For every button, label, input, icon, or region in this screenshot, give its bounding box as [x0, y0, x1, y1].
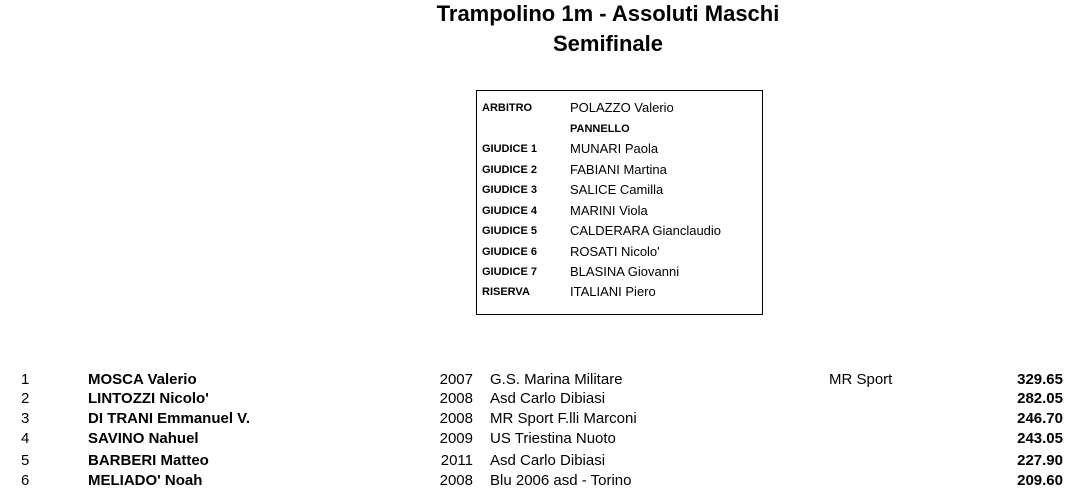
- result-name: MOSCA Valerio: [88, 371, 197, 388]
- jury-row-judge: GIUDICE 5 CALDERARA Gianclaudio: [477, 222, 762, 242]
- jury-row-panel: PANNELLO: [477, 120, 762, 140]
- page-subtitle: Semifinale: [552, 31, 664, 56]
- result-name: BARBERI Matteo: [88, 452, 209, 469]
- jury-box: ARBITRO POLAZZO Valerio PANNELLO GIUDICE…: [476, 90, 763, 315]
- result-row: 1 MOSCA Valerio 2007 G.S. Marina Militare MR…: [0, 370, 1079, 390]
- jury-row-referee: ARBITRO POLAZZO Valerio: [477, 99, 762, 119]
- jury-row-judge: GIUDICE 6 ROSATI Nicolo': [477, 243, 762, 263]
- result-club: Asd Carlo Dibiasi: [490, 390, 606, 407]
- result-club: MR Sport F.lli Marconi: [490, 410, 637, 427]
- result-year: 2011: [440, 452, 473, 469]
- result-name: MELIADO' Noah: [88, 472, 203, 489]
- jury-label: GIUDICE 6: [482, 245, 538, 258]
- result-rank: 3: [21, 410, 30, 427]
- result-year: 2009: [439, 430, 473, 447]
- result-year: 2008: [439, 472, 473, 489]
- result-row: 6 MELIADO' Noah 2008 Blu 2006 asd - Torino 2…: [0, 471, 1079, 491]
- result-row: 4 SAVINO Nahuel 2009 US Triestina Nuoto 243.…: [0, 429, 1079, 449]
- result-score: 246.70: [1017, 410, 1063, 427]
- jury-label: GIUDICE 3: [482, 184, 538, 196]
- result-name: SAVINO Nahuel: [88, 430, 199, 447]
- jury-name: POLAZZO Valerio: [570, 100, 674, 115]
- result-score: 227.90: [1017, 452, 1063, 469]
- result-name: DI TRANI Emmanuel V.: [88, 410, 250, 427]
- result-rank: 4: [21, 430, 30, 447]
- result-score: 209.60: [1017, 472, 1063, 489]
- result-rank: 2: [21, 390, 30, 407]
- result-year: 2008: [439, 390, 473, 407]
- page-title: Trampolino 1m - Assoluti Maschi: [436, 1, 780, 26]
- jury-name: FABIANI Martina: [570, 161, 667, 177]
- result-year: 2008: [439, 410, 473, 427]
- jury-label: GIUDICE 2: [482, 163, 538, 176]
- result-rank: 6: [21, 472, 30, 489]
- jury-label: ARBITRO: [482, 102, 533, 114]
- jury-row-reserve: RISERVA ITALIANI Piero: [477, 283, 762, 303]
- jury-name: BLASINA Giovanni: [570, 264, 680, 279]
- jury-row-judge: GIUDICE 3 SALICE Camilla: [477, 181, 762, 201]
- result-score: 329.65: [1017, 371, 1063, 388]
- result-row: 3 DI TRANI Emmanuel V. 2008 MR Sport F.lli …: [0, 409, 1079, 429]
- result-score: 282.05: [1017, 390, 1063, 407]
- result-rank: 5: [21, 452, 30, 469]
- jury-name: MARINI Viola: [570, 202, 648, 218]
- jury-label: GIUDICE 4: [482, 204, 538, 217]
- result-club2: MR Sport: [829, 371, 893, 388]
- result-club: Blu 2006 asd - Torino: [490, 472, 632, 489]
- jury-name: MUNARI Paola: [570, 141, 659, 156]
- jury-name: ITALIANI Piero: [570, 284, 656, 299]
- result-row: 5 BARBERI Matteo 2011 Asd Carlo Dibiasi 227.…: [0, 451, 1079, 471]
- jury-row-judge: GIUDICE 7 BLASINA Giovanni: [477, 263, 762, 283]
- result-row: 2 LINTOZZI Nicolo' 2008 Asd Carlo Dibiasi 28…: [0, 389, 1079, 409]
- result-club: US Triestina Nuoto: [490, 430, 616, 447]
- panel-heading: PANNELLO: [570, 123, 630, 135]
- jury-label: GIUDICE 7: [482, 266, 538, 278]
- result-rank: 1: [21, 371, 30, 388]
- result-score: 243.05: [1017, 430, 1063, 447]
- result-year: 2007: [439, 371, 473, 388]
- jury-row-judge: GIUDICE 1 MUNARI Paola: [477, 140, 762, 160]
- jury-name: ROSATI Nicolo': [570, 243, 660, 259]
- result-club: Asd Carlo Dibiasi: [490, 452, 606, 469]
- jury-label: GIUDICE 5: [482, 225, 538, 237]
- jury-row-judge: GIUDICE 4 MARINI Viola: [477, 202, 762, 222]
- jury-name: SALICE Camilla: [570, 182, 664, 197]
- jury-label: RISERVA: [482, 286, 530, 298]
- jury-label: GIUDICE 1: [482, 143, 538, 155]
- jury-name: CALDERARA Gianclaudio: [570, 223, 722, 238]
- result-club: G.S. Marina Militare: [490, 371, 623, 388]
- jury-row-judge: GIUDICE 2 FABIANI Martina: [477, 161, 762, 181]
- result-name: LINTOZZI Nicolo': [88, 390, 209, 407]
